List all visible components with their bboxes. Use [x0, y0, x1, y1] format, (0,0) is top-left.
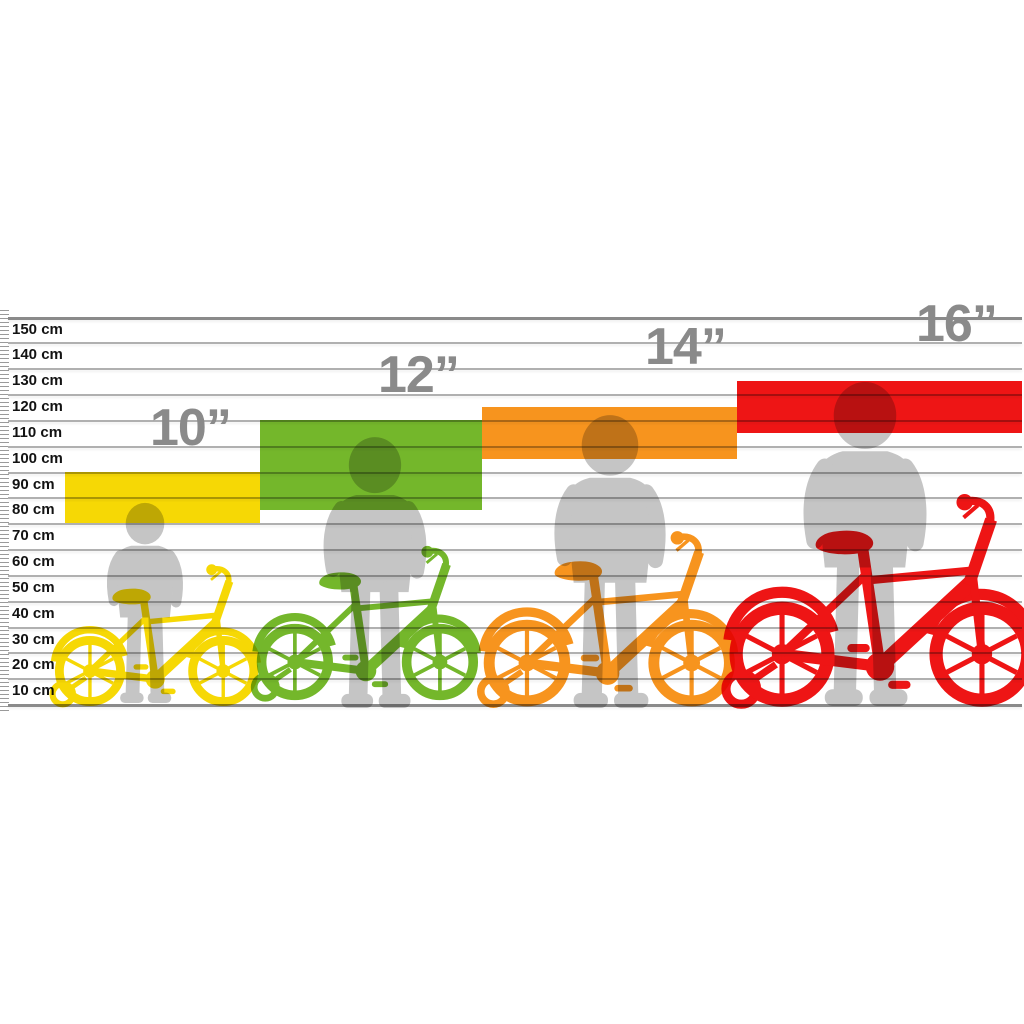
ruler-line [8, 652, 1022, 655]
size-label-14in: 14” [645, 318, 727, 376]
ruler-baseline [8, 704, 1022, 707]
ruler-line [8, 394, 1022, 396]
ruler-tick-label: 90 cm [12, 475, 55, 493]
size-label-16in: 16” [916, 295, 998, 353]
ruler-line [8, 471, 1022, 474]
size-band-10in [65, 471, 260, 524]
ruler-line [8, 342, 1022, 345]
ruler-line [8, 523, 1022, 526]
ruler-tape [0, 310, 9, 712]
ruler-tick-label: 110 cm [12, 423, 63, 441]
ruler-tick-label: 100 cm [12, 449, 63, 467]
size-label-12in: 12” [378, 346, 460, 404]
ruler-line [8, 497, 1022, 500]
ruler-line [8, 574, 1022, 577]
ruler-line [8, 316, 1022, 320]
ruler-tick-label: 130 cm [12, 372, 63, 390]
ruler-line [8, 549, 1022, 551]
ruler-tick-label: 60 cm [12, 553, 55, 570]
size-label-10in: 10” [150, 399, 232, 457]
ruler-tick-label: 140 cm [12, 346, 63, 364]
ruler-tick-label: 20 cm [12, 656, 55, 674]
ruler-tick-label: 70 cm [12, 527, 55, 545]
ruler-tick-label: 120 cm [12, 398, 63, 415]
ruler-line [8, 600, 1022, 603]
ruler-tick-label: 50 cm [12, 578, 55, 596]
ruler-tick-label: 10 cm [12, 682, 55, 700]
ruler-tick-label: 30 cm [12, 630, 55, 648]
ruler-tick-label: 80 cm [12, 501, 55, 519]
ruler-line [8, 368, 1022, 371]
ruler-tick-label: 150 cm [12, 320, 63, 338]
ruler-tick-label: 40 cm [12, 604, 55, 622]
